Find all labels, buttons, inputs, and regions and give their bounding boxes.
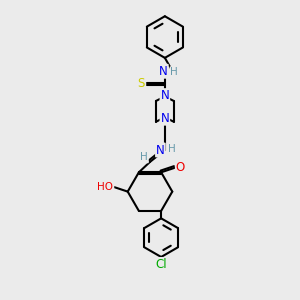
- Text: N: N: [156, 143, 165, 157]
- Text: N: N: [159, 65, 168, 78]
- Text: Cl: Cl: [155, 258, 167, 271]
- Text: H: H: [140, 152, 148, 162]
- Text: O: O: [176, 161, 185, 174]
- Text: N: N: [160, 89, 169, 102]
- Text: HO: HO: [98, 182, 113, 192]
- Text: H: H: [168, 143, 176, 154]
- Text: H: H: [170, 67, 178, 77]
- Text: S: S: [137, 76, 145, 90]
- Text: N: N: [160, 112, 169, 125]
